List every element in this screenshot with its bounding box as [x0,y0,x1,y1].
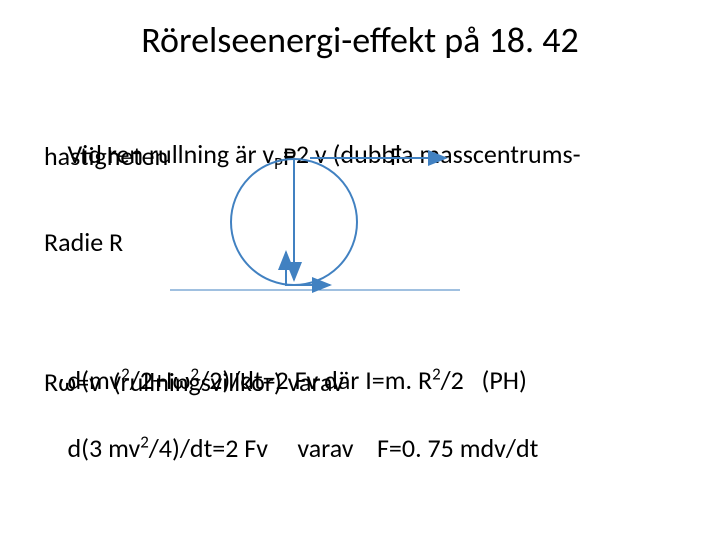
l4-d: /2 (PH) [441,364,527,396]
body-line-5: Rω=v (rullningsvillkor) varav [44,366,344,398]
label-p: P [283,140,296,172]
body-line-3: Radie R [44,226,123,258]
body-line-6: d(3 mv2/4)/dt=2 Fv varav F=0. 75 mdv/dt [44,400,538,496]
l1-part-b: =2 v (dubbla masscentrums- [283,138,581,170]
l6-b: /4)/dt=2 Fv varav F=0. 75 mdv/dt [149,432,539,464]
l1-sub-p: P [274,153,283,174]
l6-a: d(3 mv [68,432,141,464]
l6-s1: 2 [140,431,149,452]
label-f: F [390,140,402,172]
body-line-2a: hastigheten [44,140,168,172]
slide: Rörelseenergi-effekt på 18. 42 Vid ren r… [0,0,720,540]
slide-title: Rörelseenergi-effekt på 18. 42 [0,18,720,62]
l4-s3: 2 [432,363,441,384]
